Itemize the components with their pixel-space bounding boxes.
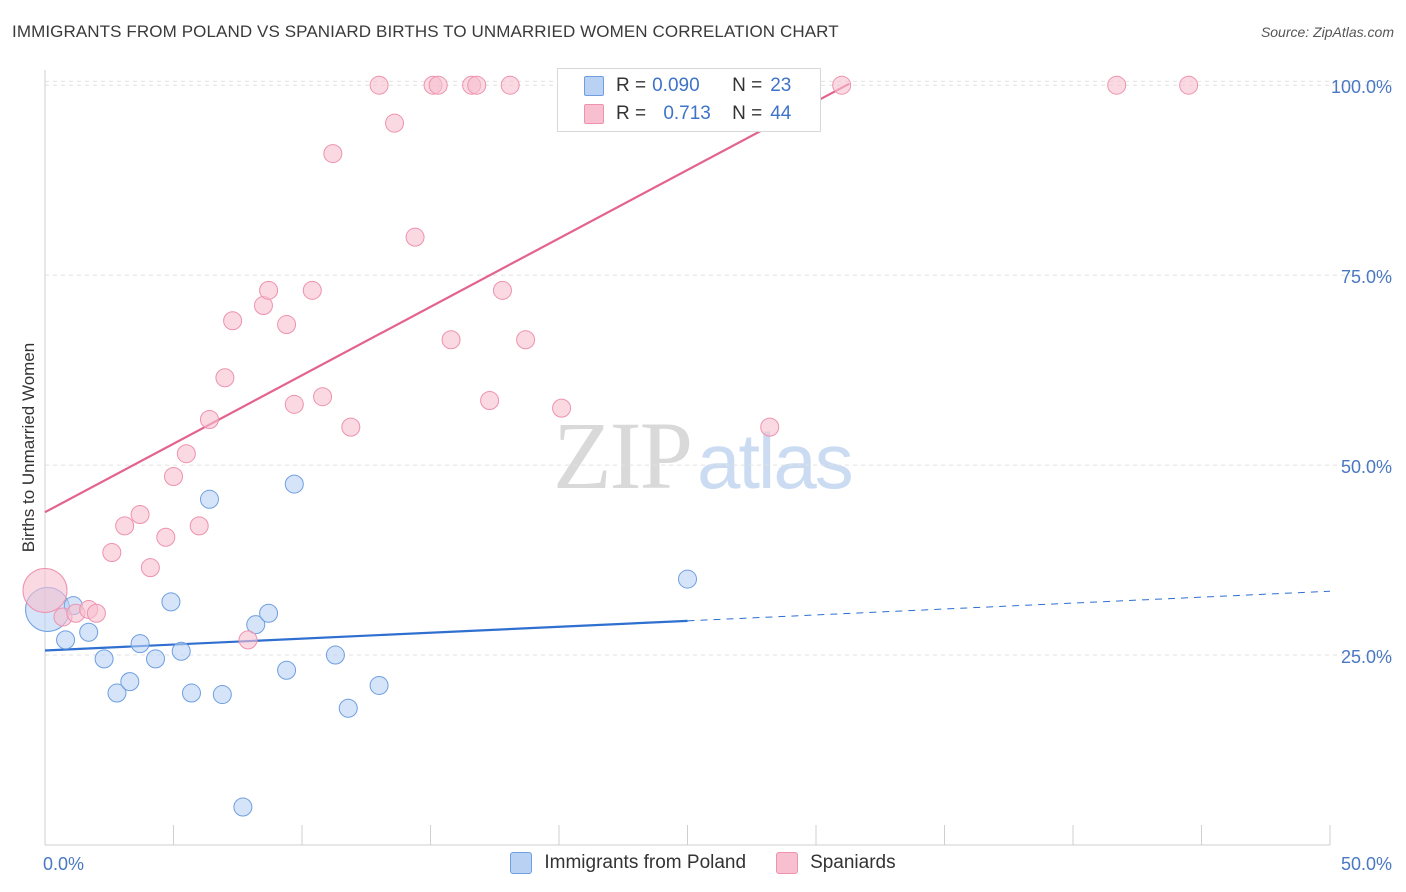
point-poland <box>259 603 279 623</box>
trend-line-spaniards <box>44 82 850 514</box>
r-value: 0.090 <box>652 75 700 96</box>
point-poland <box>246 615 266 635</box>
y-tick-label: 75.0% <box>1341 267 1392 287</box>
point-spaniards <box>760 417 780 437</box>
point-poland <box>325 645 345 665</box>
legend-row-poland: R = 0.090 N = 23 <box>584 74 791 98</box>
point-spaniards <box>516 330 536 350</box>
point-poland <box>146 649 166 669</box>
point-spaniards <box>369 75 389 95</box>
point-spaniards <box>22 567 68 613</box>
y-tick-label: 100.0% <box>1331 77 1392 97</box>
point-poland <box>338 698 358 718</box>
point-spaniards <box>223 311 243 331</box>
gridlines <box>45 80 1392 656</box>
point-spaniards <box>341 417 361 437</box>
point-poland <box>199 489 219 509</box>
point-spaniards <box>199 410 219 430</box>
point-spaniards <box>277 315 297 335</box>
legend-swatch-spaniards <box>584 104 604 124</box>
point-spaniards <box>552 398 572 418</box>
point-spaniards <box>164 466 183 486</box>
x-tick-label: 0.0% <box>43 854 84 874</box>
legend-swatch-poland <box>510 852 533 874</box>
point-poland <box>94 649 114 669</box>
point-spaniards <box>259 280 279 300</box>
stats-legend: R = 0.090 N = 23 R = 0.713 N = 44 <box>557 68 821 132</box>
point-poland <box>130 634 150 654</box>
point-spaniards <box>176 444 196 464</box>
point-poland <box>212 685 232 705</box>
chart-title: IMMIGRANTS FROM POLAND VS SPANIARD BIRTH… <box>12 22 839 41</box>
legend-swatch-poland <box>584 76 604 96</box>
point-spaniards <box>130 504 150 524</box>
point-poland <box>79 622 99 642</box>
legend-swatch-spaniards <box>776 852 799 874</box>
r-label: R = <box>616 75 647 96</box>
point-spaniards <box>302 280 322 300</box>
point-spaniards <box>102 542 122 562</box>
point-spaniards <box>238 630 258 650</box>
point-spaniards <box>832 75 852 95</box>
point-spaniards <box>86 603 106 623</box>
point-spaniards <box>467 75 487 95</box>
legend-item-spaniards: Spaniards <box>776 852 896 874</box>
point-spaniards <box>500 75 520 95</box>
data-points <box>22 75 1199 817</box>
n-value: 44 <box>770 103 792 124</box>
legend-label-poland: Immigrants from Poland <box>544 852 747 873</box>
x-tick-label: 50.0% <box>1341 854 1392 874</box>
y-axis-label: Births to Unmarried Women <box>19 343 38 552</box>
point-poland <box>369 675 389 695</box>
trend-lines <box>44 82 1331 652</box>
point-poland <box>120 672 140 692</box>
point-poland <box>284 474 304 494</box>
point-poland <box>171 641 191 661</box>
source-credit: Source: ZipAtlas.com <box>1260 24 1394 40</box>
axis-labels: 25.0% 50.0% 75.0% 100.0% 0.0% 50.0% Births to … <box>19 77 1392 874</box>
legend-label-spaniards: Spaniards <box>810 852 896 873</box>
point-spaniards <box>492 280 512 300</box>
r-value: 0.713 <box>663 103 711 124</box>
point-poland <box>161 592 181 612</box>
n-label: N = <box>732 75 763 96</box>
point-spaniards <box>480 391 500 411</box>
series-legend: Immigrants from Poland Spaniards <box>0 852 1406 874</box>
point-poland <box>181 683 201 703</box>
point-spaniards <box>441 330 461 350</box>
point-spaniards <box>140 558 160 578</box>
point-spaniards <box>284 394 304 414</box>
point-spaniards <box>313 387 333 407</box>
point-poland <box>233 797 253 817</box>
point-spaniards <box>215 368 235 388</box>
n-label: N = <box>732 103 763 124</box>
point-poland <box>678 569 697 589</box>
watermark-zip: ZIP <box>553 402 693 509</box>
n-value: 23 <box>770 75 792 96</box>
point-spaniards <box>385 113 405 133</box>
point-spaniards <box>405 227 425 247</box>
point-spaniards <box>323 144 343 164</box>
point-spaniards <box>156 527 176 547</box>
legend-row-spaniards: R = 0.713 N = 44 <box>584 102 791 126</box>
watermark: ZIPatlas <box>553 400 854 511</box>
point-poland <box>56 630 76 650</box>
point-spaniards <box>1179 75 1199 95</box>
trend-line-poland <box>44 619 688 652</box>
legend-item-poland: Immigrants from Poland <box>510 852 746 874</box>
point-spaniards <box>428 75 448 95</box>
point-spaniards <box>1107 75 1127 95</box>
point-spaniards <box>189 516 209 536</box>
trend-line-poland-extension <box>687 590 1331 622</box>
axes <box>44 70 1331 846</box>
y-tick-label: 25.0% <box>1341 647 1392 667</box>
point-poland <box>277 660 297 680</box>
r-label: R = <box>616 103 647 124</box>
point-spaniards <box>115 516 135 536</box>
point-poland <box>107 683 127 703</box>
y-tick-label: 50.0% <box>1341 457 1392 477</box>
